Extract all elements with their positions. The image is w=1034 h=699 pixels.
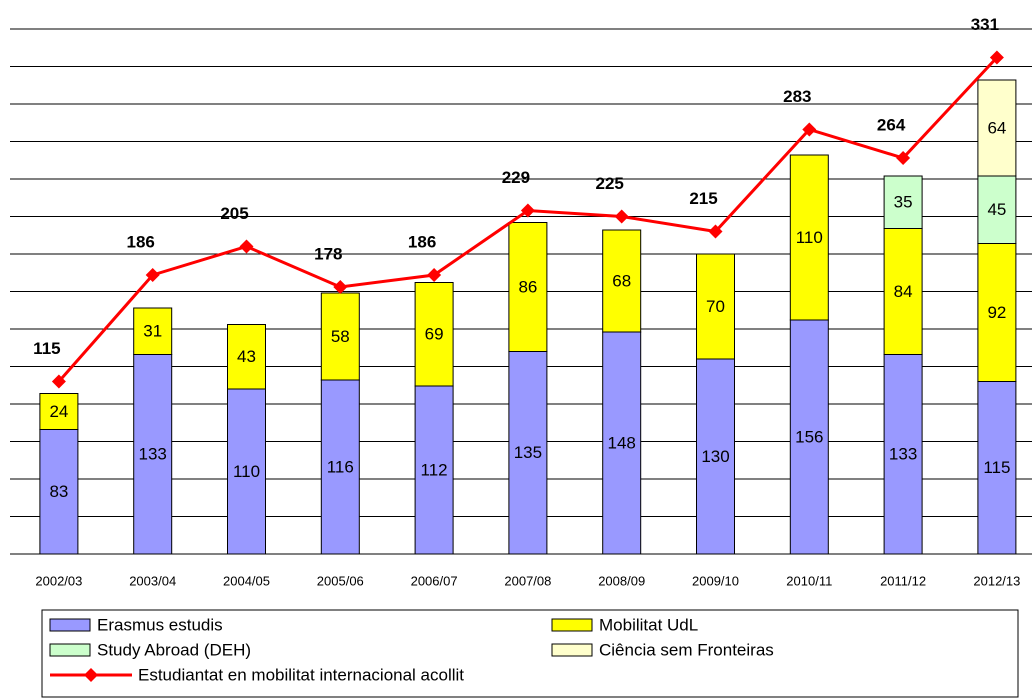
line-data-label: 331 (971, 15, 999, 34)
data-label: 92 (987, 303, 1006, 322)
bar-segment (602, 229, 642, 333)
line-marker (896, 151, 911, 165)
bar-segment (133, 307, 173, 355)
line-data-label: 225 (596, 174, 624, 193)
line-marker (989, 50, 1004, 65)
x-tick-label: 2007/08 (504, 573, 551, 588)
x-tick-label: 2003/04 (129, 573, 176, 588)
bar-segment (508, 351, 548, 555)
bar-segment (977, 381, 1017, 555)
bar-segment (133, 354, 173, 555)
legend-box (41, 609, 1019, 698)
x-tick-label: 2012/13 (973, 573, 1020, 588)
legend-label: Estudiantat en mobilitat internacional a… (138, 665, 464, 684)
data-label: 43 (237, 347, 256, 366)
data-label: 69 (425, 325, 444, 344)
line-data-label: 215 (689, 189, 717, 208)
x-tick-label: 2011/12 (880, 573, 926, 588)
legend-label: Mobilitat UdL (599, 615, 698, 634)
data-label: 133 (139, 445, 167, 464)
bar-segment (414, 282, 454, 387)
data-label: 116 (327, 457, 354, 476)
legend-swatch (551, 618, 593, 632)
bar-segment (696, 253, 735, 360)
x-tick-label: 2005/06 (317, 573, 364, 588)
bar-segment (227, 388, 266, 555)
bar-segment (883, 175, 923, 229)
legend-marker (84, 668, 98, 682)
data-label: 148 (608, 433, 636, 452)
legend-label: Erasmus estudis (97, 615, 223, 634)
line-data-label: 264 (877, 115, 906, 134)
x-tick-label: 2006/07 (411, 573, 458, 588)
bar-segment (696, 358, 735, 555)
data-label: 68 (612, 271, 631, 290)
bar-segment (977, 79, 1017, 177)
data-label: 133 (889, 445, 917, 464)
line-marker (145, 268, 160, 282)
data-label: 45 (987, 200, 1006, 219)
x-tick-label: 2010/11 (786, 573, 832, 588)
bar-segment (227, 324, 266, 390)
bar-segment (602, 331, 642, 555)
line-marker (520, 203, 535, 218)
data-label: 84 (894, 282, 913, 301)
legend-swatch (49, 618, 91, 632)
data-label: 115 (983, 458, 1010, 477)
data-label: 24 (49, 402, 68, 421)
bar-segment (883, 228, 923, 355)
data-label: 135 (514, 443, 542, 462)
x-tick-label: 2009/10 (692, 573, 739, 588)
bar-segment (789, 154, 829, 321)
line-data-label: 186 (127, 232, 155, 251)
line-data-label: 229 (502, 168, 530, 187)
data-label: 70 (706, 297, 725, 316)
bar-segment (39, 429, 79, 555)
data-label: 64 (987, 118, 1006, 137)
legend-swatch (551, 643, 593, 657)
line-data-label: 115 (33, 339, 60, 358)
bar-segment (977, 175, 1017, 244)
legend-swatch (49, 643, 91, 657)
legend-label: Ciência sem Fronteiras (599, 640, 774, 659)
line-marker (708, 224, 723, 239)
data-label: 58 (331, 327, 350, 346)
data-label: 110 (233, 462, 260, 481)
data-label: 110 (796, 228, 823, 247)
x-tick-label: 2002/03 (35, 573, 82, 588)
bar-segment (508, 222, 548, 352)
line-marker (333, 280, 348, 294)
line-marker (614, 209, 629, 224)
line-data-label: 205 (220, 204, 248, 223)
line-marker (239, 239, 254, 254)
line-marker (51, 374, 66, 389)
bar-segment (883, 354, 923, 555)
line-marker (427, 268, 442, 282)
data-label: 156 (795, 427, 823, 446)
bar-segment (320, 292, 360, 381)
data-label: 31 (143, 322, 162, 341)
data-label: 83 (49, 482, 68, 501)
bar-segment (39, 393, 79, 430)
bar-segment (977, 243, 1017, 382)
line-data-label: 283 (783, 87, 811, 106)
bar-segment (789, 319, 829, 555)
line-data-label: 178 (314, 244, 342, 263)
legend-label: Study Abroad (DEH) (97, 640, 251, 659)
data-label: 112 (421, 460, 448, 479)
x-tick-label: 2004/05 (223, 573, 270, 588)
data-label: 86 (518, 277, 537, 296)
line-data-label: 186 (408, 232, 436, 251)
x-tick-label: 2008/09 (598, 573, 645, 588)
bar-segment (414, 385, 454, 555)
data-label: 35 (894, 193, 913, 212)
line-marker (802, 122, 817, 137)
data-label: 130 (701, 447, 729, 466)
